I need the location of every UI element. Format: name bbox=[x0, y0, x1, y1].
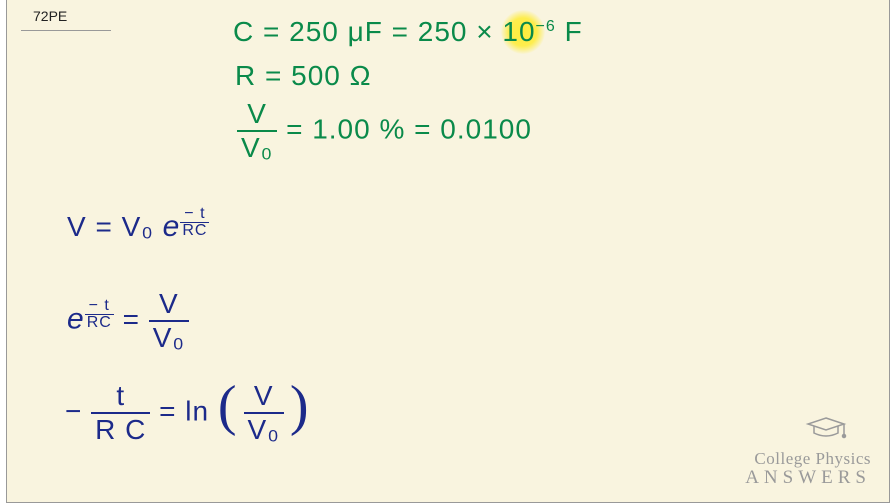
text-part: C = 250 μF = 250 × 10 bbox=[233, 16, 536, 47]
exponent-fraction: − t RC bbox=[85, 299, 114, 331]
fraction: t R C bbox=[91, 382, 150, 444]
text-part: = 1.00 % = 0.0100 bbox=[277, 113, 532, 144]
watermark-line1: College Physics bbox=[745, 450, 871, 468]
denominator: R C bbox=[91, 412, 150, 444]
watermark-line2: ANSWERS bbox=[745, 468, 871, 488]
equation-log: − t R C = ln ( V V₀ ) bbox=[65, 382, 309, 444]
equals-ln: = ln bbox=[150, 395, 217, 426]
denominator: RC bbox=[85, 314, 114, 330]
given-capacitance: C = 250 μF = 250 × 10−6 F bbox=[233, 16, 583, 48]
equation-rearranged-1: e − t RC = V V₀ bbox=[67, 290, 189, 352]
numerator: − t bbox=[87, 299, 112, 314]
minus: − bbox=[65, 395, 91, 426]
numerator: V bbox=[155, 290, 183, 320]
numerator: t bbox=[112, 382, 129, 412]
paper-area: 72PE C = 250 μF = 250 × 10−6 F R = 500 Ω… bbox=[6, 0, 890, 503]
numerator: − t bbox=[182, 207, 207, 222]
text-part: V = V₀ bbox=[67, 211, 163, 242]
equals: = bbox=[114, 303, 149, 334]
denominator: RC bbox=[180, 222, 209, 238]
numerator: V bbox=[243, 100, 271, 130]
exponent-fraction: − t RC bbox=[180, 207, 209, 239]
fraction: V V₀ bbox=[149, 290, 189, 352]
denominator: V₀ bbox=[244, 412, 284, 444]
fraction: V V₀ bbox=[244, 382, 284, 444]
text-part: F bbox=[556, 16, 583, 47]
right-paren: ) bbox=[290, 375, 310, 437]
watermark: College Physics ANSWERS bbox=[745, 450, 871, 488]
label-underline bbox=[21, 30, 111, 31]
equation-decay: V = V₀ e − t RC bbox=[67, 210, 209, 246]
cap-icon bbox=[805, 415, 847, 446]
fraction: V V₀ bbox=[237, 100, 277, 162]
given-resistance: R = 500 Ω bbox=[235, 60, 372, 92]
e-symbol: e bbox=[67, 302, 85, 335]
left-paren: ( bbox=[218, 375, 238, 437]
e-symbol: e bbox=[163, 210, 181, 243]
numerator: V bbox=[250, 382, 278, 412]
denominator: V₀ bbox=[149, 320, 189, 352]
denominator: V₀ bbox=[237, 130, 277, 162]
given-ratio: V V₀ = 1.00 % = 0.0100 bbox=[237, 100, 532, 162]
problem-number: 72PE bbox=[33, 8, 67, 24]
exponent: −6 bbox=[536, 18, 556, 35]
